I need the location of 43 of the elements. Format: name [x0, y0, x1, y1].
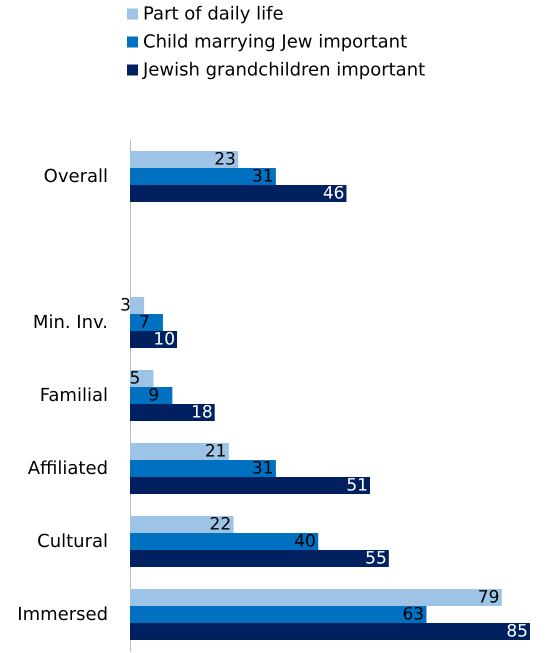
data-label: 79 — [478, 588, 500, 608]
bar — [130, 443, 229, 460]
data-label: 40 — [294, 532, 316, 552]
bar — [130, 168, 276, 185]
bar — [130, 297, 144, 314]
legend-label: Part of daily life — [143, 4, 284, 24]
data-label: 85 — [506, 622, 528, 642]
data-label: 21 — [204, 442, 226, 462]
data-label: 31 — [252, 458, 274, 478]
bar — [130, 185, 346, 202]
legend-label: Jewish grandchildren important — [142, 60, 426, 80]
data-label: 51 — [346, 476, 368, 496]
bar — [130, 477, 370, 494]
data-label: 5 — [130, 368, 140, 388]
bar — [130, 533, 318, 550]
data-label: 10 — [153, 330, 176, 350]
legend-label: Child marrying Jew important — [143, 32, 408, 52]
y-tick-label: Min. Inv. — [32, 312, 108, 333]
y-tick-label: Affiliated — [28, 458, 108, 479]
data-label: 55 — [365, 548, 387, 568]
bar — [130, 516, 234, 533]
bar — [130, 387, 172, 404]
data-label: 18 — [191, 402, 213, 422]
data-label: 23 — [214, 150, 236, 170]
data-label: 46 — [322, 184, 344, 204]
data-label: 7 — [138, 312, 150, 332]
bar — [130, 550, 389, 567]
bar — [130, 151, 238, 168]
bar — [130, 623, 530, 640]
data-label: 22 — [210, 514, 232, 534]
bar — [130, 606, 426, 623]
y-tick-label: Overall — [44, 166, 108, 187]
bar — [130, 404, 215, 421]
bar — [130, 589, 502, 606]
data-label: 63 — [402, 604, 424, 624]
y-tick-label: Immersed — [17, 604, 108, 625]
bar — [130, 314, 163, 331]
bar — [130, 460, 276, 477]
data-label: 3 — [120, 296, 131, 316]
y-tick-label: Familial — [40, 385, 108, 406]
data-label: 9 — [148, 386, 160, 406]
data-label: 31 — [252, 166, 274, 186]
y-tick-label: Cultural — [37, 531, 108, 552]
